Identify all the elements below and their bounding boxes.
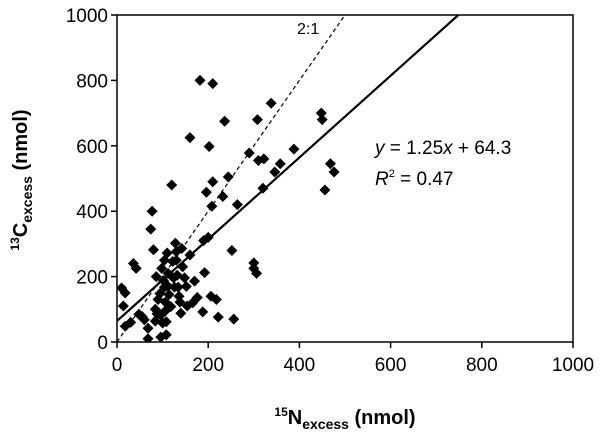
data-point xyxy=(174,296,186,308)
data-point xyxy=(199,267,211,279)
data-point xyxy=(165,301,177,313)
data-point xyxy=(189,275,201,287)
data-point xyxy=(142,333,154,342)
r-squared-label: R2 = 0.47 xyxy=(375,168,454,190)
data-point xyxy=(180,280,192,292)
data-point xyxy=(316,114,328,126)
data-point xyxy=(146,205,158,217)
data-point xyxy=(184,132,196,144)
data-point xyxy=(265,97,277,109)
x-tick-label: 1000 xyxy=(552,355,594,376)
x-axis-title: 15Nexcess (nmol) xyxy=(274,405,415,432)
data-point xyxy=(178,272,190,284)
y-tick-label: 400 xyxy=(76,202,108,223)
y-tick-label: 0 xyxy=(97,333,108,354)
data-point xyxy=(257,182,269,194)
data-point xyxy=(219,115,231,127)
data-point xyxy=(142,322,154,334)
x-tick-label: 800 xyxy=(466,355,498,376)
data-point xyxy=(175,307,187,319)
data-point xyxy=(269,166,281,178)
data-point xyxy=(200,186,212,198)
data-point xyxy=(210,293,222,305)
data-point xyxy=(150,271,162,283)
data-point xyxy=(172,281,184,293)
x-tick-label: 0 xyxy=(112,355,123,376)
data-point xyxy=(274,158,286,170)
data-point xyxy=(160,316,172,328)
y-axis-title: 13Cexcess (nmol) xyxy=(8,109,35,250)
data-point xyxy=(170,254,182,266)
data-point xyxy=(166,179,178,191)
points-layer xyxy=(117,74,340,342)
y-tick-label: 600 xyxy=(76,137,108,158)
plot-frame xyxy=(116,14,574,343)
data-point xyxy=(207,176,219,188)
data-point xyxy=(324,158,336,170)
data-point xyxy=(251,267,263,279)
data-point xyxy=(154,288,166,300)
data-point xyxy=(194,74,206,86)
data-point xyxy=(197,306,209,318)
y-tick-label: 1000 xyxy=(66,6,108,27)
data-point xyxy=(155,331,167,342)
data-point xyxy=(222,171,234,183)
data-point xyxy=(228,313,240,325)
x-tick-label: 600 xyxy=(375,355,407,376)
data-point xyxy=(119,287,131,299)
y-tick-label: 200 xyxy=(76,268,108,289)
data-point xyxy=(117,300,129,312)
x-axis: 0 200 400 600 800 1000 xyxy=(112,342,594,376)
data-point xyxy=(184,249,196,261)
data-point xyxy=(130,262,142,274)
data-point xyxy=(117,282,128,294)
x-tick-label: 400 xyxy=(284,355,316,376)
data-point xyxy=(251,114,263,126)
data-point xyxy=(315,107,327,119)
data-point xyxy=(169,237,181,249)
y-tick-label: 800 xyxy=(76,71,108,92)
data-point xyxy=(226,244,238,256)
data-point xyxy=(160,329,172,341)
data-point xyxy=(207,78,219,90)
data-point xyxy=(176,242,188,254)
data-point xyxy=(177,261,189,273)
data-point xyxy=(288,143,300,155)
regression-line xyxy=(117,15,460,322)
data-point xyxy=(125,316,137,328)
data-point xyxy=(212,311,224,323)
data-point xyxy=(202,231,214,243)
data-point xyxy=(161,247,173,259)
y-axis: 0 200 400 600 800 1000 xyxy=(66,6,117,354)
data-point xyxy=(191,292,203,304)
x-tick-label: 200 xyxy=(192,355,224,376)
fit-equation: y = 1.25x + 64.3 xyxy=(373,138,511,159)
data-point xyxy=(138,314,150,326)
data-point xyxy=(162,280,174,292)
data-point xyxy=(328,166,340,178)
data-point xyxy=(258,153,270,165)
data-point xyxy=(147,244,159,256)
data-point xyxy=(248,257,260,269)
data-point xyxy=(217,190,229,202)
data-point xyxy=(319,184,331,196)
data-point xyxy=(243,147,255,159)
ratio-line-label: 2:1 xyxy=(297,21,319,38)
data-point xyxy=(231,199,243,211)
data-point xyxy=(163,289,175,301)
data-point xyxy=(203,140,215,152)
data-point xyxy=(145,223,157,235)
data-point xyxy=(206,200,218,212)
